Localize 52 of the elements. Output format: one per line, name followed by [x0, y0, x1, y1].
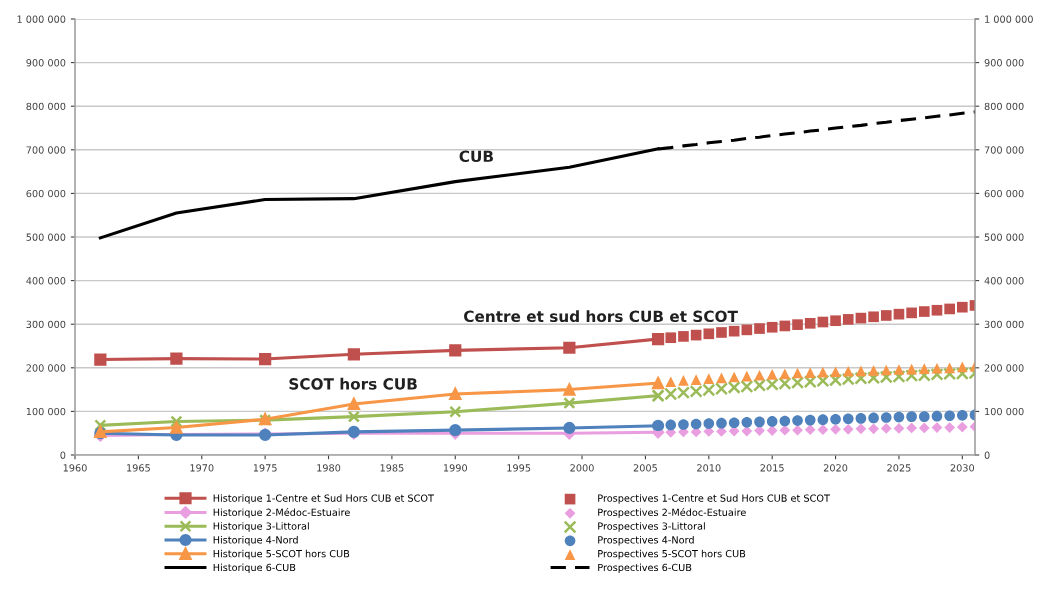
y2-tick-label: 600 000: [984, 189, 1024, 198]
y-tick-label: 800 000: [26, 102, 66, 111]
y-tick-label: 700 000: [26, 146, 66, 154]
x-tick-label: 2015: [760, 464, 784, 472]
legend-label: Historique 3-Littoral: [213, 522, 309, 532]
annotation: CUB: [459, 150, 493, 163]
y2-tick-label: 500 000: [984, 233, 1024, 241]
y-tick-label: 0: [60, 451, 66, 459]
x-tick-label: 1965: [127, 464, 150, 472]
annotation: SCOT hors CUB: [289, 377, 417, 390]
legend-label: Historique 1-Centre et Sud Hors CUB et SCOT: [213, 494, 434, 504]
legend-label: Prospectives 6-CUB: [598, 563, 692, 573]
legend-label: Prospectives 2-Médoc-Estuaire: [598, 508, 746, 518]
y-tick-label: 100 000: [26, 407, 66, 416]
x-tick-label: 1990: [443, 464, 468, 472]
x-tick-label: 1960: [63, 464, 87, 472]
y2-tick-label: 100 000: [985, 407, 1024, 416]
legend-label: Prospectives 4-Nord: [598, 536, 694, 546]
y-tick-label: 600 000: [26, 189, 66, 198]
legend-label: Historique 2-Médoc-Estuaire: [213, 508, 350, 518]
y2-tick-label: 800 000: [984, 102, 1024, 111]
x-tick-label: 2025: [887, 464, 911, 472]
legend-label: Prospectives 1-Centre et Sud Hors CUB et SCOT: [598, 494, 830, 504]
legend-label: Historique 4-Nord: [213, 536, 298, 546]
y2-tick-label: 900 000: [984, 59, 1024, 67]
x-tick-label: 2030: [950, 464, 975, 472]
y-tick-label: 200 000: [26, 364, 66, 372]
y-tick-label: 1 000 000: [17, 15, 66, 23]
x-tick-label: 1975: [253, 464, 277, 472]
legend-label: Prospectives 5-SCOT hors CUB: [598, 549, 746, 560]
y2-tick-label: 200 000: [984, 364, 1024, 372]
x-tick-label: 2020: [823, 464, 848, 472]
y2-tick-label: 0: [984, 451, 990, 459]
y-tick-label: 400 000: [26, 277, 66, 285]
x-tick-label: 1970: [190, 464, 214, 472]
y-tick-label: 300 000: [26, 320, 66, 329]
y2-tick-label: 1 000 000: [985, 15, 1033, 23]
x-tick-label: 2000: [570, 464, 594, 472]
legend-label: Historique 6-CUB: [213, 563, 296, 573]
y2-tick-label: 700 000: [984, 146, 1024, 154]
x-tick-label: 1980: [317, 464, 341, 472]
y-tick-label: 900 000: [26, 59, 66, 67]
x-tick-label: 1995: [507, 464, 531, 472]
x-tick-label: 2010: [697, 464, 721, 472]
annotation: Centre et sud hors CUB et SCOT: [464, 310, 738, 323]
legend-label: Prospectives 3-Littoral: [598, 522, 705, 532]
y2-tick-label: 300 000: [984, 320, 1024, 329]
y2-tick-label: 400 000: [984, 277, 1024, 285]
x-tick-label: 2005: [633, 464, 657, 472]
x-tick-label: 1985: [380, 464, 404, 472]
legend-label: Historique 5-SCOT hors CUB: [213, 549, 350, 560]
y-tick-label: 500 000: [26, 233, 66, 241]
